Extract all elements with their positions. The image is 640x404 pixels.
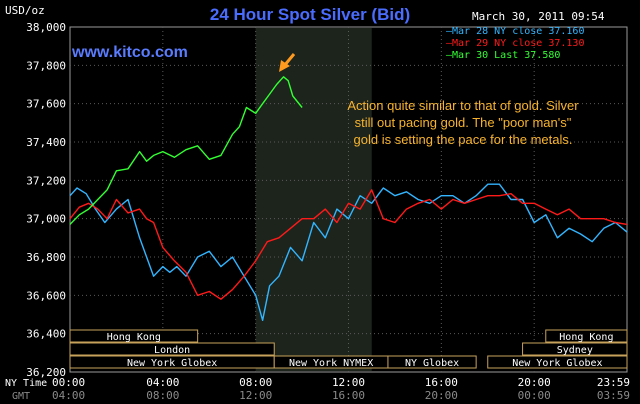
price-series	[69, 76, 628, 321]
x-tick-label-ny: 20:00	[518, 376, 551, 389]
market-name-label: London	[154, 345, 190, 356]
gmt-axis-name: GMT	[12, 391, 30, 402]
x-axis-ticks: 00:0004:0004:0008:0008:0012:0012:0016:00…	[52, 376, 630, 402]
annotation-line-1: Action quite similar to that of gold. Si…	[347, 98, 579, 113]
market-name-label: New York Globex	[127, 358, 217, 369]
market-name-label: Hong Kong	[559, 332, 613, 343]
x-tick-label-ny: 08:00	[239, 376, 272, 389]
legend-entry: —Mar 29 NY close 37.130	[446, 38, 584, 49]
timestamp: March 30, 2011 09:54	[472, 10, 605, 23]
highlighted-session-region	[255, 28, 372, 371]
series-line	[69, 76, 303, 225]
market-name-label: Hong Kong	[107, 332, 161, 343]
market-name-label: Sydney	[557, 345, 593, 356]
commentary-annotation: Action quite similar to that of gold. Si…	[347, 98, 579, 147]
x-tick-label-ny: 00:00	[52, 376, 85, 389]
y-tick-label: 36,200	[26, 366, 66, 379]
y-tick-label: 37,000	[26, 213, 66, 226]
series-line	[69, 183, 628, 321]
x-tick-label-ny: 23:59	[597, 376, 630, 389]
market-hours-bar	[387, 355, 477, 369]
y-axis-ticks: 38,000 37,800 37,600 37,400 37,200 37,000 36,8…	[26, 21, 66, 379]
annotation-line-2: still out pacing gold. The "poor man's"	[355, 115, 572, 130]
y-tick-label: 37,400	[26, 136, 66, 149]
legend-entry: —Mar 30 Last 37.580	[446, 50, 560, 61]
y-tick-label: 36,800	[26, 251, 66, 264]
x-tick-label-gmt: 03:59	[597, 389, 630, 402]
market-hours-bar	[522, 342, 628, 356]
kitco-watermark: www.kitco.com	[71, 44, 188, 61]
market-hours-bar	[69, 329, 199, 343]
x-tick-label-ny: 12:00	[332, 376, 365, 389]
market-hours-bars: Hong Kong London New York Globex New York N…	[69, 329, 628, 369]
legend: —Mar 28 NY close 37.160—Mar 29 NY close …	[446, 26, 584, 61]
y-tick-label: 37,200	[26, 174, 66, 187]
y-tick-label: 36,400	[26, 328, 66, 341]
market-hours-bar	[487, 355, 628, 369]
arrow-pointer	[279, 53, 296, 72]
grid-lines	[70, 27, 627, 372]
x-tick-label-gmt: 12:00	[239, 389, 272, 402]
x-tick-label-gmt: 16:00	[332, 389, 365, 402]
legend-entry: —Mar 28 NY close 37.160	[446, 26, 584, 37]
market-name-label: New York NYMEX	[289, 358, 373, 369]
y-axis-unit-label: USD/oz	[5, 4, 45, 17]
x-tick-label-gmt: 20:00	[425, 389, 458, 402]
x-tick-label-ny: 16:00	[425, 376, 458, 389]
annotation-line-3: gold is setting the pace for the metals.	[354, 132, 573, 147]
y-tick-label: 38,000	[26, 21, 66, 34]
x-tick-label-gmt: 08:00	[146, 389, 179, 402]
market-name-label: NY Globex	[405, 358, 459, 369]
x-tick-label-gmt: 00:00	[518, 389, 551, 402]
x-tick-label-ny: 04:00	[146, 376, 179, 389]
market-hours-bar	[69, 342, 275, 356]
y-tick-label: 36,600	[26, 289, 66, 302]
plot-area: Hong Kong London New York Globex New York N…	[69, 26, 628, 373]
market-hours-bar	[545, 329, 628, 343]
ny-time-axis-name: NY Time	[5, 378, 47, 389]
series-line	[69, 189, 628, 300]
market-name-label: New York Globex	[512, 358, 602, 369]
x-tick-label-gmt: 04:00	[52, 389, 85, 402]
y-tick-label: 37,800	[26, 59, 66, 72]
y-tick-label: 37,600	[26, 98, 66, 111]
chart-title: 24 Hour Spot Silver (Bid)	[210, 5, 410, 24]
